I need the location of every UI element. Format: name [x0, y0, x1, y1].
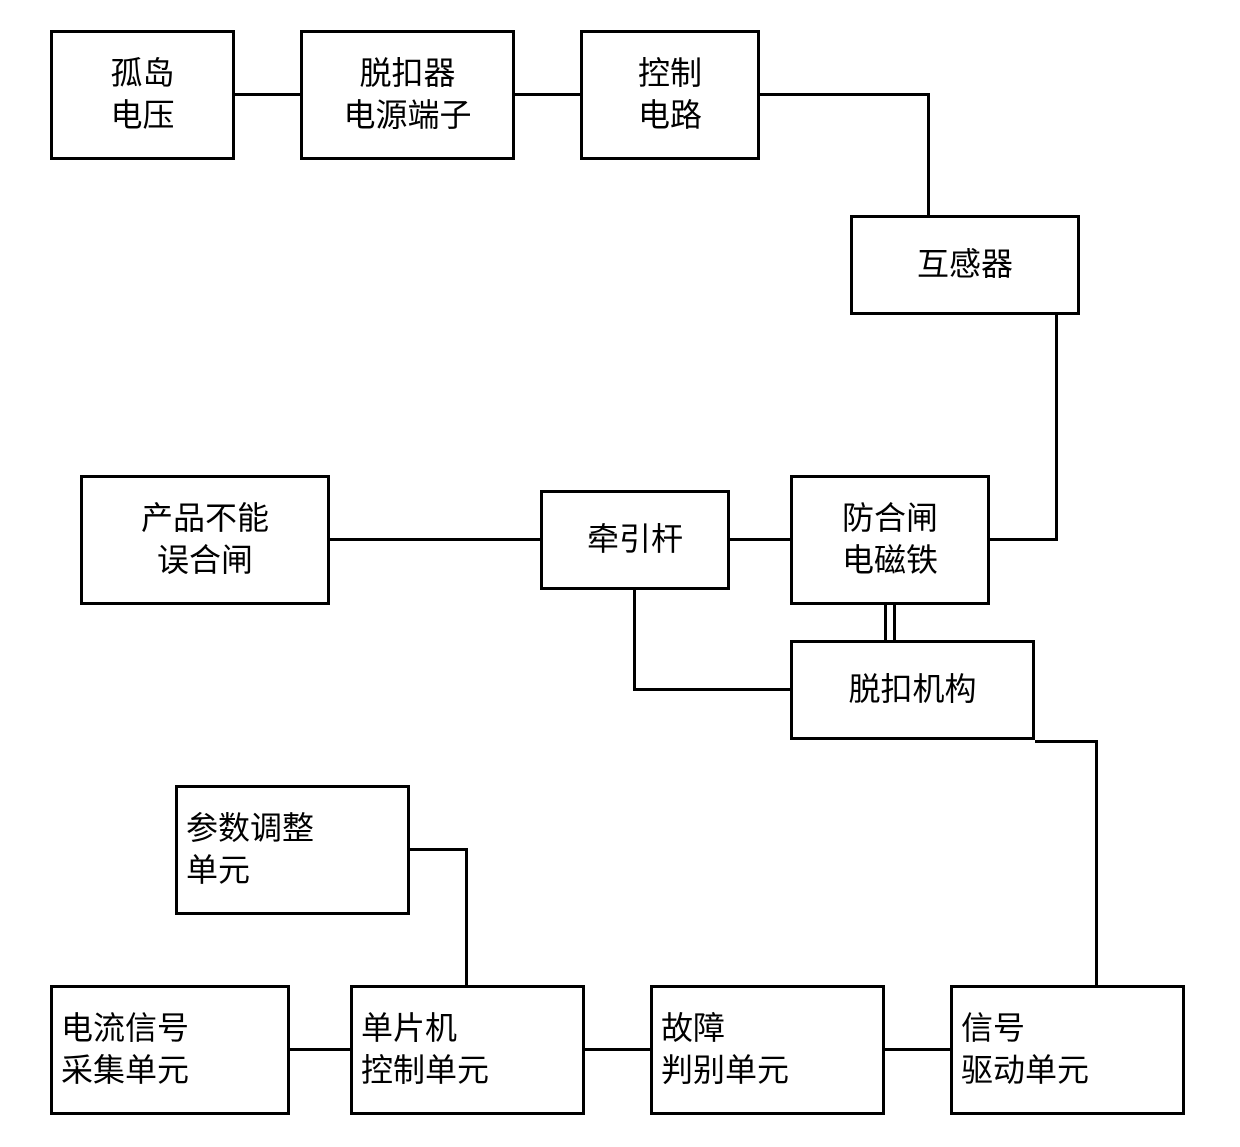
- edge-double: [884, 605, 896, 640]
- node-label: 单片机控制单元: [361, 1008, 489, 1091]
- node-control-circuit: 控制电路: [580, 30, 760, 160]
- node-label: 故障判别单元: [661, 1008, 789, 1091]
- edge: [730, 538, 790, 541]
- edge: [465, 848, 468, 985]
- node-label: 参数调整单元: [186, 808, 314, 891]
- edge: [235, 93, 300, 96]
- edge: [515, 93, 580, 96]
- node-label: 脱扣机构: [848, 669, 976, 711]
- node-label: 产品不能误合闸: [141, 498, 269, 581]
- edge: [760, 93, 930, 96]
- node-label: 孤岛电压: [110, 53, 174, 136]
- edge: [410, 848, 468, 851]
- edge: [330, 538, 540, 541]
- edge: [633, 688, 790, 691]
- node-transformer: 互感器: [850, 215, 1080, 315]
- edge: [1055, 315, 1058, 540]
- edge: [1035, 740, 1098, 743]
- node-mcu-control: 单片机控制单元: [350, 985, 585, 1115]
- edge: [1095, 740, 1098, 988]
- edge: [633, 590, 636, 690]
- edge: [885, 1048, 950, 1051]
- node-tripper-terminal: 脱扣器电源端子: [300, 30, 515, 160]
- node-label: 控制电路: [638, 53, 702, 136]
- node-label: 互感器: [917, 244, 1013, 286]
- node-fault-judge: 故障判别单元: [650, 985, 885, 1115]
- node-label: 脱扣器电源端子: [343, 53, 471, 136]
- node-label: 防合闸电磁铁: [842, 498, 938, 581]
- node-param-adjust-unit: 参数调整单元: [175, 785, 410, 915]
- node-island-voltage: 孤岛电压: [50, 30, 235, 160]
- edge: [927, 93, 930, 215]
- node-anti-close-magnet: 防合闸电磁铁: [790, 475, 990, 605]
- edge: [290, 1048, 350, 1051]
- node-label: 信号驱动单元: [961, 1008, 1089, 1091]
- edge: [585, 1048, 650, 1051]
- node-no-false-close: 产品不能误合闸: [80, 475, 330, 605]
- edge: [990, 538, 1058, 541]
- node-label: 电流信号采集单元: [61, 1008, 189, 1091]
- node-label: 牵引杆: [587, 519, 683, 561]
- node-signal-drive: 信号驱动单元: [950, 985, 1185, 1115]
- node-current-collect: 电流信号采集单元: [50, 985, 290, 1115]
- node-traction-rod: 牵引杆: [540, 490, 730, 590]
- node-trip-mechanism: 脱扣机构: [790, 640, 1035, 740]
